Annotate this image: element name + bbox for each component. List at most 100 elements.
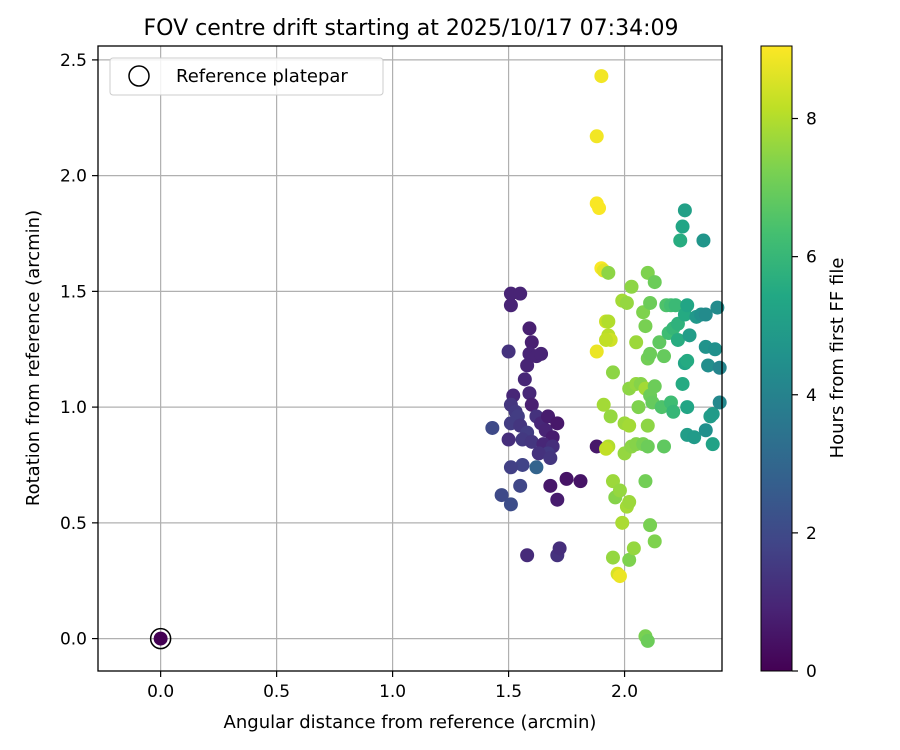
data-point (710, 300, 725, 315)
y-tick-label: 1.0 (60, 398, 87, 418)
data-point (550, 416, 565, 431)
data-point (696, 233, 711, 248)
y-tick-label: 2.0 (60, 167, 87, 187)
data-point (520, 358, 535, 373)
data-point (550, 492, 565, 507)
data-point (503, 497, 518, 512)
data-point (705, 407, 720, 422)
data-point (647, 379, 662, 394)
chart-title: FOV centre drift starting at 2025/10/17 … (144, 16, 679, 41)
data-point (643, 346, 658, 361)
data-point (522, 386, 537, 401)
data-point (647, 275, 662, 290)
data-point (640, 633, 655, 648)
x-tick-label: 1.0 (379, 682, 406, 702)
data-point (668, 298, 683, 313)
data-point (522, 321, 537, 336)
colorbar: 0 2 4 6 8 Hours from first FF file (760, 45, 848, 682)
colorbar-label: Hours from first FF file (827, 258, 848, 459)
data-point (677, 203, 692, 218)
data-point (680, 400, 695, 415)
data-point (647, 534, 662, 549)
data-point (640, 418, 655, 433)
data-point (652, 335, 667, 350)
data-point (680, 353, 695, 368)
data-point (494, 488, 509, 503)
x-axis-label: Angular distance from reference (arcmin) (224, 712, 597, 733)
data-point (153, 631, 168, 646)
colorbar-tick-label: 0 (806, 662, 817, 682)
colorbar-gradient (760, 45, 793, 672)
data-point (631, 400, 646, 415)
data-point (513, 478, 528, 493)
data-point (640, 439, 655, 454)
data-point (501, 344, 516, 359)
data-point (673, 233, 688, 248)
data-point (524, 335, 539, 350)
data-point (622, 418, 637, 433)
data-point (615, 515, 630, 530)
y-tick-label: 0.0 (60, 630, 87, 650)
data-point (524, 397, 539, 412)
data-point (622, 552, 637, 567)
y-tick-label: 1.5 (60, 282, 87, 302)
data-point (626, 541, 641, 556)
data-point (622, 495, 637, 510)
data-point (698, 307, 713, 322)
data-point (543, 451, 558, 466)
data-point (712, 395, 727, 410)
data-point (666, 404, 681, 419)
legend-reference-marker (128, 65, 150, 87)
colorbar-tick-label: 2 (806, 524, 817, 544)
data-point (701, 358, 716, 373)
data-point (543, 478, 558, 493)
data-point (503, 298, 518, 313)
data-point (531, 446, 546, 461)
y-axis-label: Rotation from reference (arcmin) (23, 210, 44, 506)
data-point (643, 518, 658, 533)
legend-label: Reference platepar (176, 66, 348, 87)
y-tick-label: 0.5 (60, 514, 87, 534)
data-point (605, 550, 620, 565)
data-point (596, 397, 611, 412)
data-point (592, 201, 607, 216)
data-point (534, 346, 549, 361)
data-point (485, 420, 500, 435)
data-point (552, 541, 567, 556)
data-point (638, 319, 653, 334)
grid-lines (98, 46, 722, 671)
x-tick-label: 2.0 (611, 682, 638, 702)
data-point (675, 219, 690, 234)
data-point (670, 332, 685, 347)
data-point (601, 265, 616, 280)
data-point (657, 439, 672, 454)
x-tick-label: 1.5 (495, 682, 522, 702)
data-point (612, 569, 627, 584)
data-point (599, 441, 614, 456)
data-point (594, 69, 609, 84)
data-point (624, 279, 639, 294)
data-point (657, 349, 672, 364)
axis-ticks: 0.0 0.5 1.0 1.5 2.0 0.0 0.5 1.0 1.5 2.0 2.5 (60, 51, 638, 702)
data-point (513, 286, 528, 301)
data-point (573, 474, 588, 489)
colorbar-ticks: 0 2 4 6 8 (792, 110, 817, 682)
data-point (675, 376, 690, 391)
x-tick-label: 0.5 (263, 682, 290, 702)
data-point (643, 295, 658, 310)
legend-box (109, 57, 384, 96)
data-point (589, 129, 604, 144)
data-point (687, 430, 702, 445)
data-point (605, 365, 620, 380)
data-point (520, 548, 535, 563)
data-point (708, 342, 723, 357)
reference-platepar-marker (149, 627, 172, 650)
data-point (517, 372, 532, 387)
plot-frame (97, 45, 723, 672)
colorbar-tick-label: 4 (806, 386, 817, 406)
data-point (603, 409, 618, 424)
legend: Reference platepar (109, 57, 384, 96)
data-point (559, 471, 574, 486)
data-point (705, 437, 720, 452)
